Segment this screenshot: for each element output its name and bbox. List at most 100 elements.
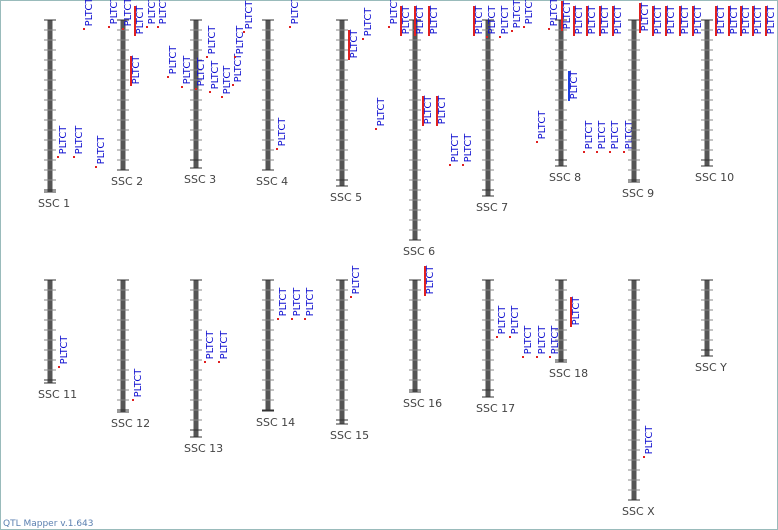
qtl-label: PLTCT	[158, 0, 169, 24]
qtl-label: PLTCT	[523, 325, 534, 355]
chromosome-label: SSC 3	[184, 173, 216, 186]
qtl-label: PLTCT	[753, 5, 764, 35]
qtl-label: PLTCT	[210, 60, 221, 90]
qtl-label: PLTCT	[549, 0, 560, 26]
qtl-dot	[583, 151, 585, 153]
qtl-label: PLTCT	[571, 296, 582, 326]
chromosome-label: SSC 16	[403, 397, 442, 410]
qtl-label: PLTCT	[729, 5, 740, 35]
qtl-label: PLTCT	[401, 5, 412, 35]
footer: QTL Mapper v.1.643	[3, 519, 94, 529]
qtl-dot	[536, 141, 538, 143]
qtl-label: PLTCT	[610, 120, 621, 150]
qtl-dot	[157, 26, 159, 28]
qtl-dot	[388, 26, 390, 28]
qtl-dot	[536, 356, 538, 358]
qtl-label: PLTCT	[537, 110, 548, 140]
qtl-label: PLTCT	[500, 5, 511, 35]
qtl-label: PLTCT	[292, 287, 303, 317]
qtl-dot	[167, 76, 169, 78]
qtl-label: PLTCT	[59, 335, 70, 365]
qtl-label: PLTCT	[741, 5, 752, 35]
qtl-dot	[181, 86, 183, 88]
qtl-dot	[549, 356, 551, 358]
qtl-dot	[375, 128, 377, 130]
qtl-label: PLTCT	[423, 95, 434, 125]
qtl-label: PLTCT	[450, 133, 461, 163]
qtl-dot	[289, 26, 291, 28]
qtl-label: PLTCT	[584, 120, 595, 150]
qtl-dot	[496, 336, 498, 338]
qtl-dot	[523, 26, 525, 28]
qtl-dot	[623, 151, 625, 153]
chromosome-label: SSC 2	[111, 175, 143, 188]
qtl-label: PLTCT	[487, 5, 498, 35]
qtl-label: PLTCT	[349, 29, 360, 59]
qtl-dot	[277, 318, 279, 320]
qtl-dot	[234, 56, 236, 58]
qtl-dot	[291, 318, 293, 320]
chromosome-label: SSC 1	[38, 197, 70, 210]
qtl-dot	[243, 31, 245, 33]
qtl-label: PLTCT	[278, 287, 289, 317]
qtl-label: PLTCT	[363, 7, 374, 37]
qtl-label: PLTCT	[290, 0, 301, 24]
qtl-label: PLTCT	[74, 125, 85, 155]
qtl-label: PLTCT	[510, 305, 521, 335]
qtl-label: PLTCT	[58, 125, 69, 155]
qtl-label: PLTCT	[666, 5, 677, 35]
qtl-dot	[57, 156, 59, 158]
chromosome-label: SSC 6	[403, 245, 435, 258]
qtl-dot	[204, 361, 206, 363]
qtl-label: PLTCT	[168, 45, 179, 75]
chromosome-label: SSC 17	[476, 402, 515, 415]
qtl-label: PLTCT	[474, 5, 485, 35]
qtl-label: PLTCT	[537, 325, 548, 355]
chromosome-label: SSC 7	[476, 201, 508, 214]
qtl-label: PLTCT	[131, 55, 142, 85]
qtl-label: PLTCT	[429, 5, 440, 35]
qtl-label: PLTCT	[196, 57, 207, 87]
qtl-dot	[58, 366, 60, 368]
qtl-label: PLTCT	[512, 0, 523, 28]
qtl-label: PLTCT	[182, 55, 193, 85]
qtl-label: PLTCT	[640, 2, 651, 32]
qtl-label: PLTCT	[524, 0, 535, 24]
qtl-dot	[486, 36, 488, 38]
qtl-dot	[596, 151, 598, 153]
qtl-label: PLTCT	[587, 5, 598, 35]
qtl-label: PLTCT	[277, 117, 288, 147]
qtl-dot	[509, 336, 511, 338]
qtl-label: PLTCT	[96, 135, 107, 165]
qtl-label: PLTCT	[109, 0, 120, 24]
qtl-dot	[73, 156, 75, 158]
qtl-dot	[83, 28, 85, 30]
qtl-label: PLTCT	[233, 53, 244, 83]
qtl-dot	[499, 36, 501, 38]
qtl-label: PLTCT	[716, 5, 727, 35]
qtl-label: PLTCT	[351, 265, 362, 295]
qtl-label: PLTCT	[305, 287, 316, 317]
qtl-label: PLTCT	[376, 97, 387, 127]
qtl-label: PLTCT	[624, 120, 635, 150]
qtl-dot	[362, 38, 364, 40]
chromosome-label: SSC 15	[330, 429, 369, 442]
qtl-dot	[276, 148, 278, 150]
qtl-label: PLTCT	[600, 5, 611, 35]
qtl-label: PLTCT	[425, 265, 436, 295]
qtl-label: PLTCT	[463, 133, 474, 163]
qtl-label: PLTCT	[207, 25, 218, 55]
chromosome-label: SSC 10	[695, 171, 734, 184]
chromosome-label: SSC 8	[549, 171, 581, 184]
qtl-label: PLTCT	[766, 5, 777, 35]
chromosome-label: SSC 11	[38, 388, 77, 401]
qtl-label: PLTCT	[569, 70, 580, 100]
qtl-dot	[232, 84, 234, 86]
qtl-dot	[609, 151, 611, 153]
qtl-label: PLTCT	[219, 330, 230, 360]
chromosome-label: SSC 13	[184, 442, 223, 455]
qtl-dot	[146, 26, 148, 28]
chromosome-label: SSC Y	[695, 361, 727, 374]
